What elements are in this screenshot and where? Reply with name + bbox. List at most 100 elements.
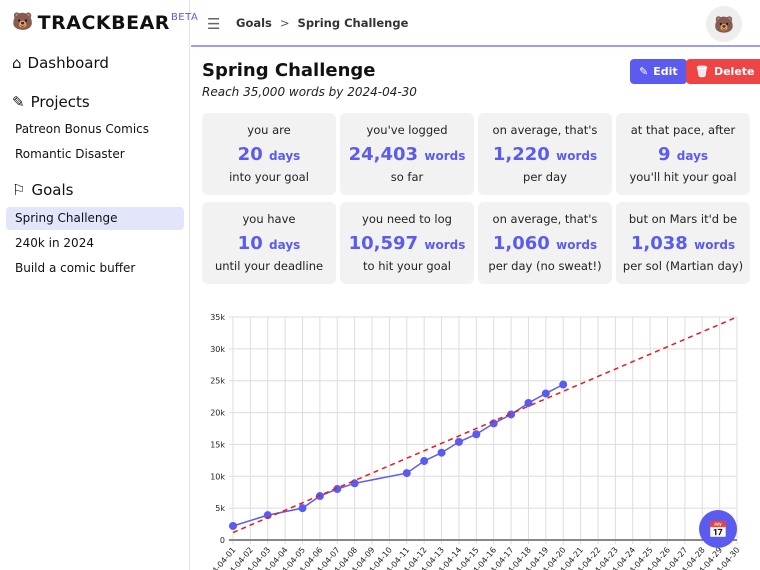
- unit: words: [424, 238, 466, 252]
- logo[interactable]: 🐻 TRACKBEAR BETA: [12, 12, 198, 34]
- data-point: [559, 380, 568, 389]
- progress-chart: 2024-04-012024-04-022024-04-032024-04-04…: [201, 313, 742, 570]
- delete-button[interactable]: 🗑 Delete: [686, 59, 760, 84]
- brand-name: TRACKBEAR: [37, 12, 170, 34]
- stat-value: 10,597 words: [340, 233, 474, 254]
- top-bar: ☰ Goals > Spring Challenge 🐻: [191, 0, 760, 47]
- stat-bottom: into your goal: [229, 170, 309, 184]
- stat-bottom: to hit your goal: [363, 259, 451, 273]
- data-point: [454, 437, 463, 446]
- goal-subtitle: Reach 35,000 words by 2024-04-30: [202, 85, 417, 99]
- sidebar-item-dashboard[interactable]: ⌂ Dashboard: [12, 54, 109, 72]
- value: 9: [657, 144, 671, 165]
- stat-top: at that pace, after: [630, 123, 736, 137]
- avatar[interactable]: 🐻: [706, 6, 742, 42]
- stat-top: on average, that's: [492, 212, 598, 226]
- data-point: [420, 456, 429, 465]
- data-point: [402, 469, 411, 478]
- stat-card: but on Mars it'd be 1,038 words per sol (M…: [616, 202, 750, 284]
- sidebar-project-item[interactable]: Patreon Bonus Comics: [15, 122, 150, 136]
- data-point: [229, 521, 237, 530]
- stat-value: 1,060 words: [478, 233, 612, 254]
- stat-bottom: until your deadline: [214, 259, 324, 273]
- y-tick-label: 15k: [210, 440, 225, 449]
- unit: days: [676, 149, 709, 163]
- data-point: [507, 410, 516, 419]
- pencil-icon: ✎: [639, 65, 649, 78]
- y-tick-label: 10k: [210, 472, 225, 481]
- stat-card: on average, that's 1,220 words per day: [478, 113, 612, 195]
- chevron-right-icon: >: [279, 16, 290, 30]
- stat-bottom: you'll hit your goal: [629, 170, 737, 184]
- unit: words: [424, 149, 466, 163]
- stat-card: you've logged 24,403 words so far: [340, 113, 474, 195]
- value: 24,403: [348, 144, 419, 165]
- stat-top: on average, that's: [492, 123, 598, 137]
- value: 1,038: [630, 233, 688, 254]
- sidebar: 🐻 TRACKBEAR BETA ⌂ Dashboard ✎ Projects Patr…: [0, 0, 198, 570]
- hamburger-menu-icon[interactable]: ☰: [207, 15, 221, 33]
- sidebar-goal-item[interactable]: Spring Challenge: [6, 207, 184, 230]
- stat-top: but on Mars it'd be: [628, 212, 738, 226]
- stat-value: 9 days: [616, 144, 750, 165]
- label: Goals: [31, 181, 74, 199]
- stat-bottom: so far: [390, 170, 424, 184]
- log-progress-button[interactable]: 📅: [699, 510, 737, 548]
- y-tick-label: 0: [220, 536, 225, 545]
- breadcrumb: Goals > Spring Challenge: [236, 16, 408, 30]
- label: Delete: [713, 65, 755, 78]
- label: Projects: [30, 93, 90, 111]
- breadcrumb-current: Spring Challenge: [297, 16, 409, 30]
- y-tick-label: 20k: [210, 409, 225, 418]
- page-title: Spring Challenge: [202, 60, 376, 81]
- stat-card: you have 10 days until your deadline: [202, 202, 336, 284]
- home-icon: ⌂: [12, 54, 22, 72]
- data-point: [298, 504, 307, 513]
- y-tick-label: 35k: [210, 313, 225, 322]
- file-edit-icon: ✎: [12, 93, 25, 111]
- value: 1,220: [492, 144, 550, 165]
- stat-value: 1,220 words: [478, 144, 612, 165]
- label: Edit: [653, 65, 678, 78]
- sidebar-goal-item[interactable]: 240k in 2024: [15, 236, 94, 250]
- value: 10,597: [348, 233, 419, 254]
- breadcrumb-goals[interactable]: Goals: [236, 16, 272, 30]
- value: 10: [237, 233, 263, 254]
- data-point: [472, 430, 481, 439]
- stat-value: 24,403 words: [340, 144, 474, 165]
- sidebar-item-goals[interactable]: ⚐ Goals: [12, 181, 73, 199]
- unit: words: [694, 238, 736, 252]
- stat-bottom: per sol (Martian day): [622, 259, 744, 273]
- beta-badge: BETA: [170, 12, 199, 23]
- stat-top: you have: [242, 212, 296, 226]
- label: Dashboard: [27, 54, 109, 72]
- stat-value: 10 days: [202, 233, 336, 254]
- stat-top: you've logged: [366, 123, 448, 137]
- data-point: [437, 448, 446, 457]
- value: 20: [237, 144, 263, 165]
- stat-top: you are: [247, 123, 291, 137]
- data-point: [541, 389, 550, 398]
- stat-value: 20 days: [202, 144, 336, 165]
- stat-card: you are 20 days into your goal: [202, 113, 336, 195]
- sidebar-goal-item[interactable]: Build a comic buffer: [15, 261, 136, 275]
- sidebar-project-item[interactable]: Romantic Disaster: [15, 147, 125, 161]
- stat-card: at that pace, after 9 days you'll hit your…: [616, 113, 750, 195]
- stat-card: you need to log 10,597 words to hit your g…: [340, 202, 474, 284]
- y-tick-label: 5k: [215, 504, 225, 513]
- data-point: [524, 399, 533, 408]
- flag-icon: ⚐: [12, 181, 26, 199]
- unit: days: [269, 149, 301, 163]
- y-tick-label: 25k: [210, 377, 225, 386]
- sidebar-item-projects[interactable]: ✎ Projects: [12, 93, 90, 111]
- y-tick-label: 30k: [210, 345, 225, 354]
- edit-button[interactable]: ✎ Edit: [630, 59, 687, 84]
- stat-top: you need to log: [362, 212, 452, 226]
- value: 1,060: [492, 233, 550, 254]
- calendar-plus-icon: 📅: [708, 519, 728, 539]
- trash-icon: 🗑: [695, 65, 709, 78]
- stat-bottom: per day: [523, 170, 567, 184]
- data-point: [333, 485, 342, 494]
- stat-value: 1,038 words: [616, 233, 750, 254]
- unit: days: [269, 238, 301, 252]
